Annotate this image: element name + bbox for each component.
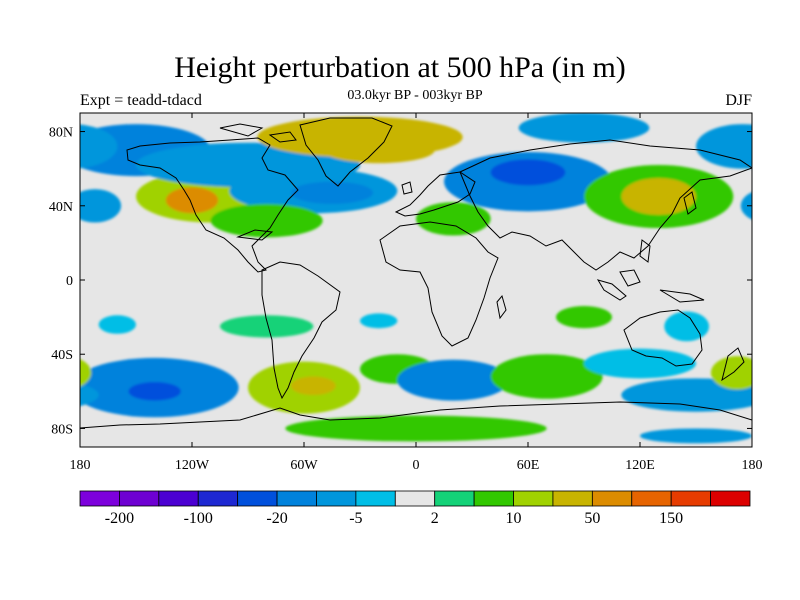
anomaly-region-14 bbox=[621, 177, 697, 216]
anomaly-region-16 bbox=[80, 189, 122, 223]
colorbar-box bbox=[394, 490, 436, 507]
anomaly-region-27 bbox=[397, 359, 510, 401]
colorbar-label: 50 bbox=[584, 510, 600, 527]
anomaly-region-25 bbox=[290, 376, 336, 396]
anomaly-region-15-wrap bbox=[80, 124, 118, 169]
x-tick-label: 180 bbox=[70, 458, 91, 473]
anomaly-region-17 bbox=[98, 315, 136, 334]
y-tick-label: 40N bbox=[49, 200, 73, 215]
anomaly-region-33 bbox=[640, 428, 752, 444]
colorbar-label: -200 bbox=[105, 510, 134, 527]
anomaly-region-34 bbox=[404, 283, 428, 295]
anomaly-region-6 bbox=[210, 203, 323, 238]
plot-title: Height perturbation at 500 hPa (in m) bbox=[174, 51, 626, 84]
colorbar-label: 150 bbox=[659, 510, 683, 527]
anomaly-region-11 bbox=[416, 202, 491, 236]
colorbar-label: 2 bbox=[431, 510, 439, 527]
anomaly-region-5 bbox=[290, 181, 374, 204]
x-tick-label: 180 bbox=[742, 458, 763, 473]
x-tick-label: 60W bbox=[290, 458, 318, 473]
colorbar-box bbox=[434, 490, 475, 507]
anomaly-region-32 bbox=[285, 415, 547, 442]
anomaly-region-21 bbox=[664, 311, 710, 342]
colorbar-box bbox=[552, 490, 593, 507]
colorbar-label: 10 bbox=[506, 510, 522, 527]
anomaly-region-12 bbox=[518, 113, 650, 143]
colorbar-box bbox=[119, 490, 160, 507]
x-tick-label: 60E bbox=[517, 458, 540, 473]
colorbar-box bbox=[158, 490, 199, 507]
colorbar-label: -5 bbox=[349, 510, 362, 527]
colorbar-box bbox=[631, 490, 672, 507]
colorbar-box bbox=[276, 490, 317, 507]
colorbar-box bbox=[316, 490, 357, 507]
colorbar-box bbox=[473, 490, 514, 507]
anomaly-region-23 bbox=[128, 382, 181, 401]
anomaly-region-19 bbox=[360, 313, 398, 329]
y-tick-label: 80N bbox=[49, 126, 73, 141]
colorbar-box bbox=[197, 490, 239, 507]
anomaly-region-31-wrap bbox=[80, 359, 92, 387]
x-tick-label: 120E bbox=[625, 458, 655, 473]
anomaly-region-16-wrap bbox=[740, 192, 752, 220]
x-tick-label: 120W bbox=[175, 458, 210, 473]
anomaly-region-10 bbox=[490, 159, 566, 186]
anomaly-region-29 bbox=[584, 348, 696, 379]
experiment-label: Expt = teadd-tdacd bbox=[80, 92, 202, 109]
season-label: DJF bbox=[725, 92, 752, 109]
anomaly-field bbox=[80, 113, 752, 444]
y-tick-label: 40S bbox=[51, 348, 73, 363]
period-label: 03.0kyr BP - 003kyr BP bbox=[347, 88, 483, 103]
colorbar: -200 -100 -20 -5 2 10 50 150 bbox=[79, 490, 751, 527]
colorbar-box bbox=[710, 490, 751, 507]
y-tick-label: 0 bbox=[66, 274, 73, 289]
colorbar-label: -20 bbox=[266, 510, 287, 527]
colorbar-box bbox=[79, 490, 120, 507]
colorbar-box bbox=[355, 490, 396, 507]
map-axes: 180 120W 60W 0 60E 120E 180 80N 40N 0 40S 80S bbox=[49, 113, 763, 473]
anomaly-region-15 bbox=[696, 124, 752, 169]
colorbar-box bbox=[670, 490, 711, 507]
coastlines bbox=[80, 117, 752, 429]
anomaly-region-8 bbox=[322, 137, 435, 164]
colorbar-box bbox=[513, 490, 554, 507]
colorbar-box bbox=[237, 490, 278, 507]
anomaly-region-2 bbox=[165, 187, 219, 214]
anomaly-region-20 bbox=[556, 305, 612, 329]
anomaly-region-30-wrap bbox=[80, 384, 99, 407]
y-tick-label: 80S bbox=[51, 422, 73, 437]
colorbar-box bbox=[591, 490, 633, 507]
anomaly-region-31 bbox=[710, 356, 752, 390]
anomaly-region-18 bbox=[219, 315, 314, 338]
x-tick-label: 0 bbox=[413, 458, 420, 473]
colorbar-label: -100 bbox=[184, 510, 213, 527]
anomaly-region-28 bbox=[490, 354, 603, 399]
